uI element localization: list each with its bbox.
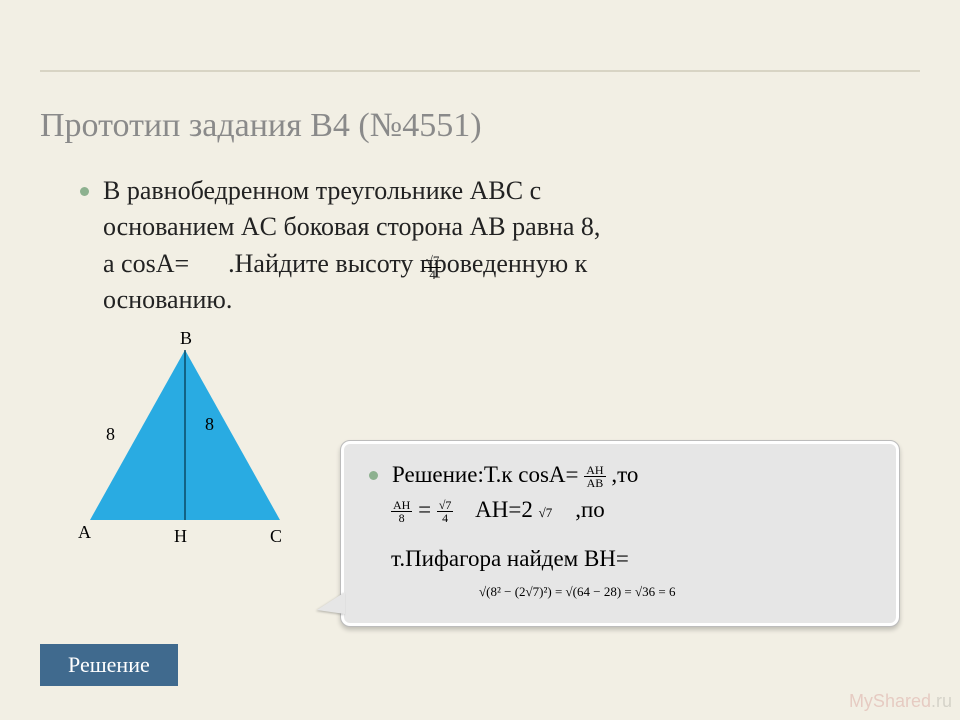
frac3-num: √7 bbox=[437, 499, 454, 513]
sol-sqrt7: √7 bbox=[539, 505, 553, 520]
callout-tail-icon bbox=[317, 592, 345, 614]
problem-bullet: В равнобедренном треугольнике ABC с осно… bbox=[80, 173, 920, 319]
problem-l1: В равнобедренном треугольнике ABC с bbox=[103, 176, 541, 205]
label-A: A bbox=[78, 522, 91, 542]
problem-l3a: а cosA= bbox=[103, 249, 189, 278]
frac-AH-AB: AH AB bbox=[584, 464, 605, 490]
problem-l2: основанием AC боковая сторона AB равна 8… bbox=[103, 212, 600, 241]
frac-AH-8: AH 8 bbox=[391, 499, 412, 525]
sol-l1a: Решение:Т.к cosA= bbox=[392, 462, 579, 487]
frac-r7-4: √7 4 bbox=[437, 499, 454, 525]
watermark: MyShared.ru bbox=[849, 691, 952, 712]
watermark-a: MyShared bbox=[849, 691, 931, 711]
triangle-figure: B A H C 8 8 bbox=[70, 330, 300, 550]
problem-l3b: .Найдите высоту проведенную к bbox=[228, 249, 587, 278]
sol-AH: AH=2 bbox=[475, 497, 533, 522]
solution-line4: √(8² − (2√7)²) = √(64 − 28) = √36 = 6 bbox=[369, 582, 881, 602]
solution-line1: Решение:Т.к cosA= AH AB ,то bbox=[369, 459, 881, 491]
solution-button[interactable]: Решение bbox=[40, 644, 178, 686]
frac2-num: AH bbox=[391, 499, 412, 513]
problem-l4: основанию. bbox=[103, 285, 232, 314]
cos-den: 4 bbox=[424, 268, 442, 282]
top-rule bbox=[40, 70, 920, 72]
problem-block: В равнобедренном треугольнике ABC с осно… bbox=[40, 173, 920, 319]
label-C: C bbox=[270, 526, 282, 546]
sol-po: ,по bbox=[575, 497, 605, 522]
bullet-icon bbox=[80, 187, 89, 196]
sol-l1b: ,то bbox=[611, 462, 638, 487]
label-H: H bbox=[174, 526, 187, 546]
solution-line3: т.Пифагора найдем BH= bbox=[369, 542, 881, 577]
frac3-den: 4 bbox=[437, 512, 454, 525]
watermark-b: .ru bbox=[931, 691, 952, 711]
triangle-svg: B A H C 8 8 bbox=[70, 330, 300, 550]
side-right: 8 bbox=[205, 414, 214, 434]
problem-text: В равнобедренном треугольнике ABC с осно… bbox=[103, 173, 600, 319]
sol-l3: т.Пифагора найдем BH= bbox=[391, 546, 629, 571]
solution-l1-text: Решение:Т.к cosA= AH AB ,то bbox=[392, 459, 638, 491]
slide: Прототип задания B4 (№4551) В равнобедре… bbox=[0, 0, 960, 720]
frac1-num: AH bbox=[584, 464, 605, 478]
cos-num: √7 bbox=[424, 254, 442, 269]
sol-final: √(8² − (2√7)²) = √(64 − 28) = √36 = 6 bbox=[479, 584, 675, 599]
frac1-den: AB bbox=[584, 477, 605, 490]
label-B: B bbox=[180, 328, 192, 348]
frac2-den: 8 bbox=[391, 512, 412, 525]
sol-eq: = bbox=[418, 497, 431, 522]
cos-fraction: √7 4 bbox=[424, 254, 442, 282]
solution-line2: AH 8 = √7 4 AH=2 √7 ,по bbox=[369, 493, 881, 528]
button-bar: Решение bbox=[40, 644, 178, 686]
bullet-icon bbox=[369, 471, 378, 480]
side-left: 8 bbox=[106, 424, 115, 444]
slide-title: Прототип задания B4 (№4551) bbox=[40, 107, 920, 145]
solution-callout: Решение:Т.к cosA= AH AB ,то AH 8 = √7 4 … bbox=[340, 440, 900, 627]
